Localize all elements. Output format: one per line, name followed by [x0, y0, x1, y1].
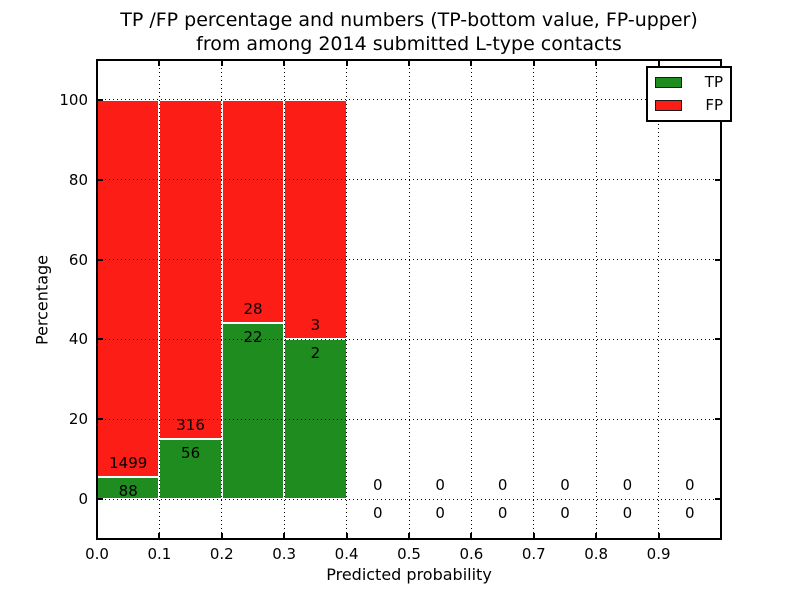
x-tick-mark — [720, 533, 722, 539]
fp-count-label: 0 — [622, 476, 633, 495]
x-tick-label: 0.7 — [521, 545, 546, 563]
tp-count-label: 0 — [373, 504, 383, 523]
tp-count-label: 2 — [310, 344, 321, 363]
fp-legend-label: FP — [705, 96, 723, 114]
x-tick-label: 0.5 — [397, 545, 421, 563]
bar-segment-tp — [159, 438, 222, 500]
gridline-vertical — [221, 60, 223, 539]
x-tick-mark — [96, 533, 98, 539]
plot-area: 1499 88 316 56 28 22 3 2 0 0 0 0 0 0 0 0 0 0 0 0 — [96, 59, 722, 540]
gridline-vertical — [158, 60, 160, 539]
fp-count-label: 28 — [243, 300, 263, 319]
y-tick-mark — [97, 178, 103, 181]
tp-count-label: 0 — [685, 504, 695, 523]
bar-segment-fp — [159, 99, 222, 439]
fp-count-label: 0 — [435, 476, 445, 495]
tp-count-label: 0 — [560, 504, 570, 523]
gridline-vertical — [470, 60, 472, 539]
chart-title-line2: from among 2014 submitted L-type contact… — [196, 33, 622, 55]
y-tick-label: 40 — [68, 330, 88, 349]
y-tick-mark — [97, 418, 103, 421]
y-tick-mark — [97, 498, 103, 501]
y-tick-label: 0 — [78, 490, 88, 509]
chart-title-line1: TP /FP percentage and numbers (TP-bottom… — [120, 9, 698, 31]
x-tick-mark — [470, 60, 473, 66]
x-tick-mark — [657, 533, 660, 539]
tp-legend-label: TP — [704, 73, 723, 91]
tp-count-label: 0 — [435, 504, 445, 523]
fp-count-label: 0 — [373, 476, 383, 495]
x-tick-mark — [595, 60, 598, 66]
x-tick-label: 0.2 — [209, 545, 234, 563]
y-tick-mark — [715, 178, 721, 181]
y-tick-label: 100 — [59, 90, 88, 109]
x-tick-label: 0.3 — [272, 545, 297, 563]
chart-title: TP /FP percentage and numbers (TP-bottom… — [97, 8, 721, 56]
y-tick-mark — [97, 98, 103, 101]
x-tick-label: 0.1 — [147, 545, 172, 563]
x-tick-label: 0.8 — [584, 545, 609, 563]
tp-count-label: 22 — [243, 328, 263, 347]
x-tick-mark — [345, 533, 348, 539]
x-tick-mark — [158, 60, 161, 66]
tp-count-label: 0 — [497, 504, 508, 523]
fp-legend-swatch — [655, 100, 682, 111]
y-tick-mark — [97, 338, 103, 341]
x-tick-label: 0.6 — [459, 545, 484, 563]
y-tick-mark — [715, 258, 721, 261]
x-tick-mark — [283, 60, 286, 66]
gridline-vertical — [408, 60, 410, 539]
fp-count-label: 0 — [685, 476, 695, 495]
fp-count-label: 316 — [176, 415, 205, 434]
x-tick-mark — [158, 533, 161, 539]
tp-count-label: 56 — [181, 443, 201, 462]
x-axis-label: Predicted probability — [326, 565, 492, 584]
x-tick-label: 0.4 — [334, 545, 359, 563]
y-tick-mark — [715, 498, 721, 501]
fp-count-label: 0 — [560, 476, 570, 495]
gridline-vertical — [595, 60, 597, 539]
y-tick-mark — [715, 338, 721, 341]
legend-entry-fp: FP — [655, 98, 723, 113]
gridline-vertical — [533, 60, 535, 539]
x-tick-mark — [532, 533, 535, 539]
x-tick-mark — [220, 60, 223, 66]
x-tick-mark — [532, 60, 535, 66]
x-tick-mark — [408, 60, 410, 66]
bar-segment-fp — [221, 99, 285, 324]
bar-segment-fp — [97, 99, 160, 477]
bar-segment-tp — [221, 323, 285, 500]
x-tick-mark — [408, 533, 410, 539]
gridline-vertical — [658, 60, 660, 539]
y-tick-label: 20 — [68, 410, 88, 429]
fp-count-label: 1499 — [109, 453, 148, 472]
tp-legend-swatch — [655, 77, 682, 88]
gridline-vertical — [346, 60, 348, 539]
x-tick-mark — [283, 533, 286, 539]
y-tick-label: 80 — [68, 170, 88, 189]
fp-count-label: 3 — [310, 316, 321, 335]
y-tick-label: 60 — [68, 250, 88, 269]
y-tick-mark — [97, 258, 103, 261]
legend-entry-tp: TP — [655, 75, 723, 90]
x-tick-mark — [657, 60, 660, 66]
x-tick-mark — [220, 533, 223, 539]
x-tick-mark — [96, 60, 98, 66]
gridline-vertical — [283, 60, 285, 539]
tp-count-label: 0 — [622, 504, 633, 523]
x-tick-mark — [595, 533, 598, 539]
x-tick-mark — [345, 60, 348, 66]
legend: TP FP — [646, 66, 732, 122]
tp-count-label: 88 — [118, 481, 138, 500]
x-tick-mark — [470, 533, 473, 539]
y-tick-mark — [715, 418, 721, 421]
x-tick-label: 0.9 — [646, 545, 671, 563]
x-tick-label: 0.0 — [85, 545, 109, 563]
fp-count-label: 0 — [497, 476, 508, 495]
bar-segment-fp — [284, 99, 347, 340]
